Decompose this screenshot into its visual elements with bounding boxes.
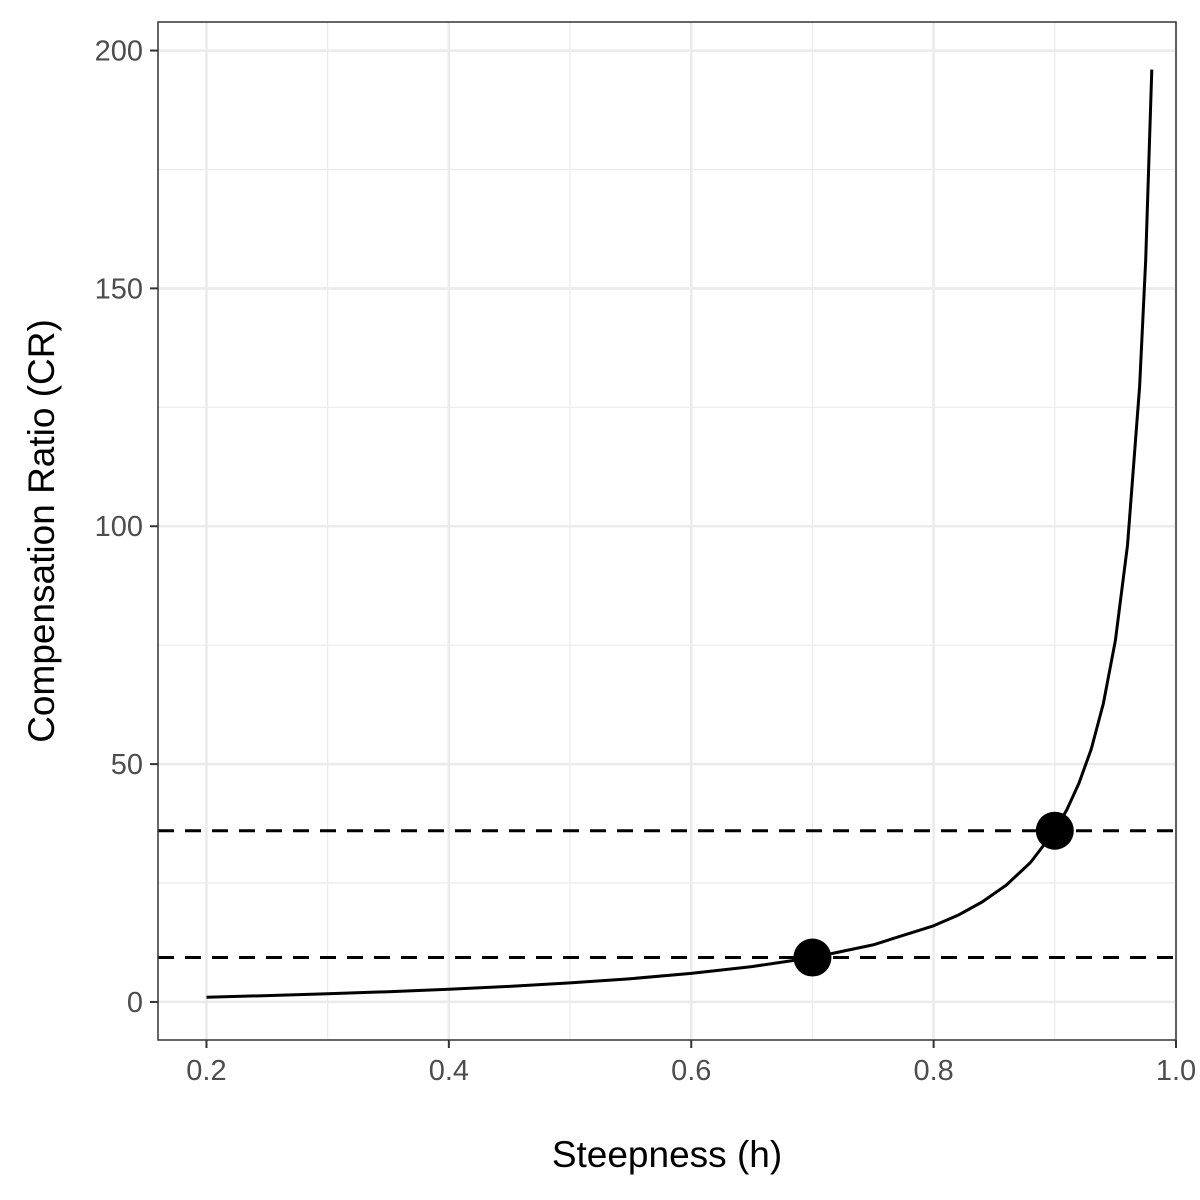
x-tick-label: 1.0	[1156, 1055, 1196, 1087]
y-axis-title: Compensation Ratio (CR)	[21, 319, 62, 743]
x-tick-label: 0.6	[671, 1055, 711, 1087]
data-point	[793, 938, 832, 977]
minor-grid	[158, 22, 1176, 1040]
series-layer	[206, 69, 1154, 999]
x-axis: 0.2 0.4 0.6 0.8 1.0	[186, 1040, 1196, 1087]
x-axis-title: Steepness (h)	[552, 1134, 782, 1175]
y-tick-label: 150	[95, 273, 143, 305]
y-axis: 0 50 100 150 200	[95, 36, 158, 1019]
x-tick-label: 0.4	[429, 1055, 469, 1087]
y-tick-label: 50	[111, 749, 143, 781]
plot-border	[157, 21, 1177, 1041]
points-layer	[793, 811, 1074, 977]
x-tick-label: 0.2	[186, 1055, 226, 1087]
series-line	[206, 69, 1154, 999]
reference-lines	[158, 829, 1176, 960]
x-tick-label: 0.8	[913, 1055, 953, 1087]
y-tick-label: 0	[127, 987, 143, 1019]
plot-panel	[158, 22, 1176, 1040]
data-point	[1035, 811, 1074, 850]
y-tick-label: 100	[95, 511, 143, 543]
y-tick-label: 200	[95, 36, 143, 68]
